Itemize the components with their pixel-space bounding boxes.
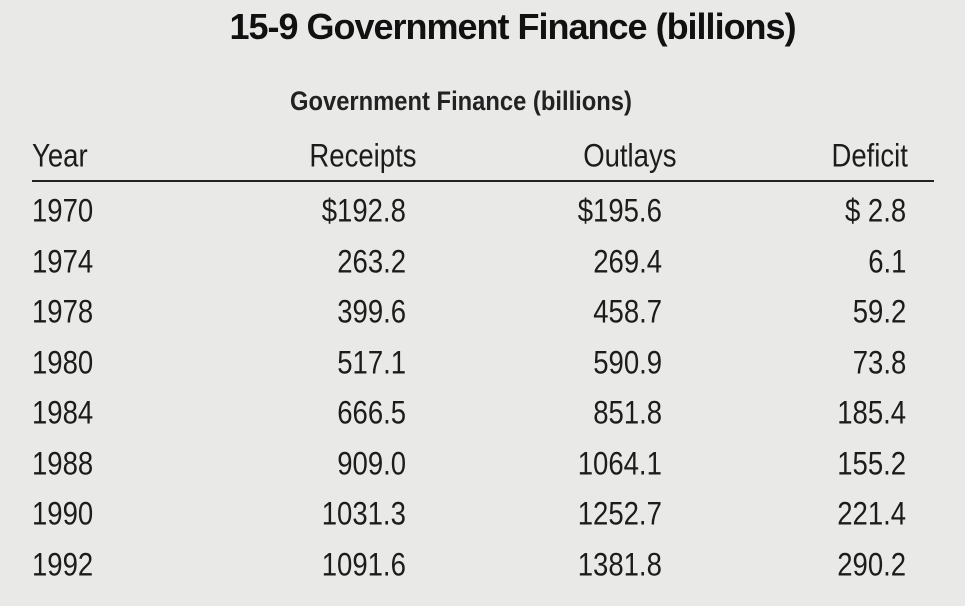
cell-receipts: 666.5 (337, 394, 406, 431)
cell-deficit: $ 2.8 (844, 192, 906, 229)
cell-receipts: 263.2 (337, 243, 406, 280)
cell-outlays: 1252.7 (577, 495, 662, 532)
cell-receipts: 1031.3 (321, 495, 406, 532)
cell-deficit: 59.2 (852, 293, 906, 330)
cell-outlays: 851.8 (593, 394, 662, 431)
cell-deficit: 221.4 (837, 495, 906, 532)
table-row: 1984 666.5 851.8 185.4 (32, 388, 934, 439)
table-row: 1978 399.6 458.7 59.2 (32, 287, 934, 338)
cell-outlays: 458.7 (593, 293, 662, 330)
page-title: 15-9 Government Finance (billions) (229, 6, 796, 47)
table-row: 1992 1091.6 1381.8 290.2 (32, 540, 934, 591)
cell-year: 1980 (32, 344, 94, 381)
cell-receipts: 399.6 (337, 293, 406, 330)
table-row: 1988 909.0 1064.1 155.2 (32, 439, 934, 490)
cell-outlays: 1064.1 (577, 445, 662, 482)
column-header-deficit: Deficit (831, 137, 908, 174)
cell-deficit: 73.8 (852, 344, 906, 381)
table-row: 1974 263.2 269.4 6.1 (32, 237, 934, 288)
column-header-outlays: Outlays (582, 137, 676, 174)
cell-outlays: 269.4 (593, 243, 662, 280)
cell-receipts: 1091.6 (321, 546, 406, 583)
column-header-receipts: Receipts (308, 137, 416, 174)
cell-outlays: 1381.8 (577, 546, 662, 583)
cell-year: 1984 (32, 394, 94, 431)
column-header-year: Year (32, 137, 88, 174)
finance-table: Year Receipts Outlays Deficit 1970 $192.… (32, 136, 934, 590)
cell-deficit: 155.2 (837, 445, 906, 482)
table-row: 1970 $192.8 $195.6 $ 2.8 (32, 186, 934, 237)
cell-year: 1970 (32, 192, 94, 229)
cell-receipts: $192.8 (321, 192, 406, 229)
table-body: 1970 $192.8 $195.6 $ 2.8 1974 263.2 269.… (32, 186, 934, 590)
table-row: 1980 517.1 590.9 73.8 (32, 338, 934, 389)
cell-outlays: 590.9 (593, 344, 662, 381)
cell-year: 1978 (32, 293, 94, 330)
cell-deficit: 290.2 (837, 546, 906, 583)
cell-deficit: 6.1 (867, 243, 906, 280)
cell-year: 1990 (32, 495, 94, 532)
cell-year: 1974 (32, 243, 94, 280)
table-header-row: Year Receipts Outlays Deficit (32, 136, 934, 182)
cell-outlays: $195.6 (577, 192, 662, 229)
cell-receipts: 517.1 (337, 344, 406, 381)
cell-deficit: 185.4 (837, 394, 906, 431)
table-caption: Government Finance (billions) (290, 86, 632, 116)
table-row: 1990 1031.3 1252.7 221.4 (32, 489, 934, 540)
cell-year: 1988 (32, 445, 94, 482)
cell-year: 1992 (32, 546, 94, 583)
cell-receipts: 909.0 (337, 445, 406, 482)
